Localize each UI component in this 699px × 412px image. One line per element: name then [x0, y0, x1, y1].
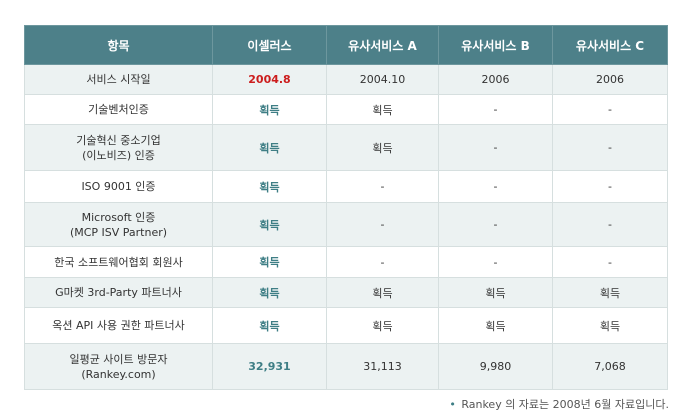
service-c-cell: -	[552, 124, 668, 171]
row-label: G마켓 3rd-Party 파트너사	[24, 277, 213, 308]
service-c-cell: 획득	[552, 277, 668, 308]
row-label: Microsoft 인증 (MCP ISV Partner)	[24, 202, 213, 247]
table-row: 옥션 API 사용 권한 파트너사 획득 획득 획득 획득	[24, 307, 668, 344]
footnote-bullet: •	[449, 398, 456, 411]
header-item: 항목	[24, 25, 213, 65]
service-b-cell: 획득	[438, 277, 553, 308]
row-label: ISO 9001 인증	[24, 170, 213, 203]
eseller-cell: 획득	[212, 246, 327, 278]
table-row: G마켓 3rd-Party 파트너사 획득 획득 획득 획득	[24, 277, 668, 308]
eseller-cell: 획득	[212, 277, 327, 308]
eseller-cell: 32,931	[212, 343, 327, 390]
service-c-cell: 획득	[552, 307, 668, 344]
service-b-cell: -	[438, 94, 553, 125]
table-row: 서비스 시작일 2004.8 2004.10 2006 2006	[24, 64, 668, 95]
service-a-cell: 31,113	[326, 343, 439, 390]
service-c-cell: -	[552, 246, 668, 278]
service-b-cell: -	[438, 170, 553, 203]
eseller-cell: 획득	[212, 170, 327, 203]
service-a-cell: 획득	[326, 307, 439, 344]
service-a-cell: 획득	[326, 124, 439, 171]
comparison-table-container: 항목 이셀러스 유사서비스 A 유사서비스 B 유사서비스 C 서비스 시작일 …	[24, 25, 668, 390]
table-row: 기술혁신 중소기업 (이노비즈) 인증 획득 획득 - -	[24, 124, 668, 171]
service-c-cell: -	[552, 94, 668, 125]
service-c-cell: -	[552, 202, 668, 247]
eseller-cell: 획득	[212, 202, 327, 247]
row-label: 한국 소프트웨어협회 회원사	[24, 246, 213, 278]
service-a-cell: -	[326, 246, 439, 278]
footnote: • Rankey 의 자료는 2008년 6월 자료입니다.	[449, 396, 669, 412]
eseller-cell: 획득	[212, 307, 327, 344]
service-b-cell: -	[438, 246, 553, 278]
eseller-cell: 획득	[212, 124, 327, 171]
header-row: 항목 이셀러스 유사서비스 A 유사서비스 B 유사서비스 C	[24, 25, 668, 65]
row-label: 옥션 API 사용 권한 파트너사	[24, 307, 213, 344]
service-a-cell: -	[326, 170, 439, 203]
header-service-b: 유사서비스 B	[438, 25, 553, 65]
header-service-a: 유사서비스 A	[326, 25, 439, 65]
row-label: 기술벤처인증	[24, 94, 213, 125]
row-label: 일평균 사이트 방문자 (Rankey.com)	[24, 343, 213, 390]
service-b-cell: 9,980	[438, 343, 553, 390]
service-b-cell: 획득	[438, 307, 553, 344]
header-eseller: 이셀러스	[212, 25, 327, 65]
service-b-cell: -	[438, 124, 553, 171]
service-b-cell: 2006	[438, 64, 553, 95]
table-row: ISO 9001 인증 획득 - - -	[24, 170, 668, 203]
eseller-cell: 획득	[212, 94, 327, 125]
service-a-cell: 획득	[326, 94, 439, 125]
table-row: Microsoft 인증 (MCP ISV Partner) 획득 - - -	[24, 202, 668, 247]
row-label: 기술혁신 중소기업 (이노비즈) 인증	[24, 124, 213, 171]
table-row: 기술벤처인증 획득 획득 - -	[24, 94, 668, 125]
service-a-cell: 2004.10	[326, 64, 439, 95]
header-service-c: 유사서비스 C	[552, 25, 668, 65]
eseller-cell: 2004.8	[212, 64, 327, 95]
table-row: 한국 소프트웨어협회 회원사 획득 - - -	[24, 246, 668, 278]
service-c-cell: 7,068	[552, 343, 668, 390]
comparison-table: 항목 이셀러스 유사서비스 A 유사서비스 B 유사서비스 C 서비스 시작일 …	[24, 25, 668, 390]
service-c-cell: -	[552, 170, 668, 203]
footnote-text: Rankey 의 자료는 2008년 6월 자료입니다.	[461, 398, 669, 411]
table-row: 일평균 사이트 방문자 (Rankey.com) 32,931 31,113 9…	[24, 343, 668, 390]
row-label: 서비스 시작일	[24, 64, 213, 95]
service-c-cell: 2006	[552, 64, 668, 95]
service-a-cell: 획득	[326, 277, 439, 308]
service-b-cell: -	[438, 202, 553, 247]
service-a-cell: -	[326, 202, 439, 247]
